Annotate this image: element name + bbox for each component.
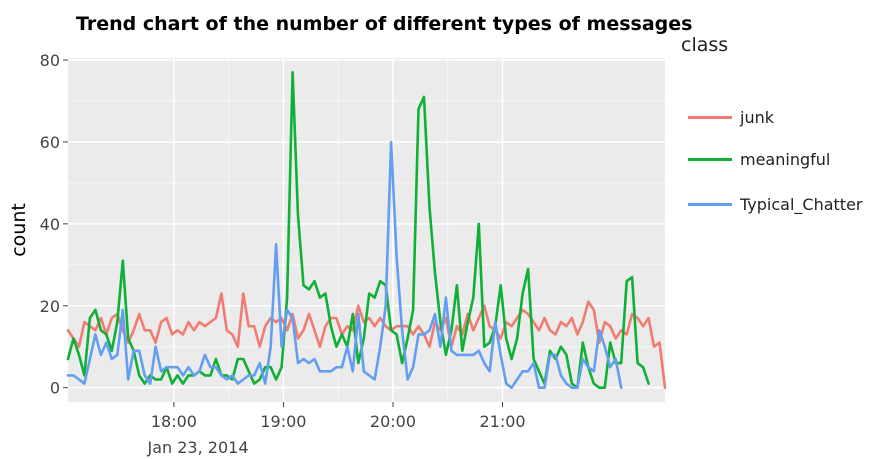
legend-item-typical-chatter: Typical_Chatter	[688, 192, 862, 216]
x-axis-date-label: Jan 23, 2014	[147, 438, 249, 457]
x-tick-label: 20:00	[370, 412, 416, 431]
legend-key-typical-chatter	[688, 202, 732, 206]
legend-title: class	[681, 34, 729, 56]
grid-minor	[68, 58, 665, 402]
legend-label-meaningful: meaningful	[740, 149, 831, 169]
legend-key-meaningful	[688, 157, 732, 161]
y-tick-label: 0	[50, 379, 60, 398]
series-lines	[66, 71, 667, 390]
y-tick-label: 80	[40, 51, 60, 70]
y-tick-label: 60	[40, 133, 60, 152]
legend-item-junk: junk	[688, 105, 774, 129]
y-tick-label: 20	[40, 297, 60, 316]
x-tick-label: 19:00	[260, 412, 306, 431]
series-line-meaningful	[66, 71, 650, 390]
legend-key-junk	[688, 115, 732, 119]
x-tick-label: 18:00	[151, 412, 197, 431]
plot-panel	[68, 58, 665, 402]
x-tick-label: 21:00	[479, 412, 525, 431]
legend-label-typical-chatter: Typical_Chatter	[740, 194, 863, 214]
y-axis: 0 20 40 60 80	[40, 51, 68, 398]
chart-title: Trend chart of the number of different t…	[76, 13, 693, 35]
series-line-typical-chatter	[66, 140, 623, 390]
y-axis-label: count	[8, 203, 30, 257]
legend-item-meaningful: meaningful	[688, 147, 830, 171]
legend-label-junk: junk	[740, 107, 774, 127]
x-axis: 18:00 19:00 20:00 21:00	[151, 402, 526, 431]
y-tick-label: 40	[40, 215, 60, 234]
